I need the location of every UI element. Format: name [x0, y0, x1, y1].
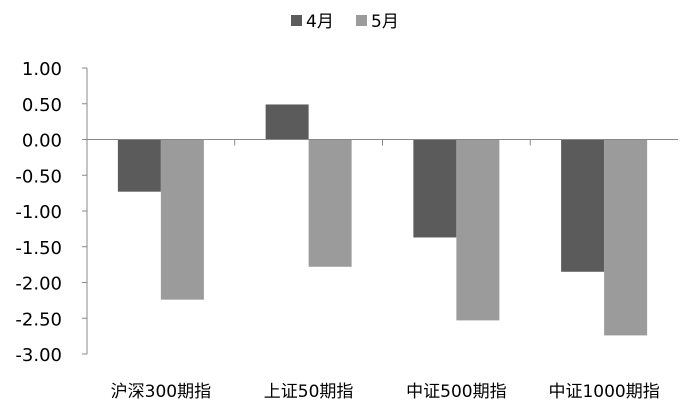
y-tick-label: -0.50: [15, 166, 62, 187]
x-tick-label: 中证500期指: [406, 382, 506, 402]
y-tick-label: -1.50: [15, 238, 62, 259]
bar-4月-沪深300期指: [117, 139, 161, 192]
bar-4月-上证50期指: [265, 104, 309, 140]
bar-4月-中证1000期指: [561, 139, 605, 272]
x-tick-label: 上证50期指: [264, 382, 354, 402]
legend-label: 4月: [306, 12, 334, 32]
y-tick-label: 0.00: [22, 131, 62, 152]
y-tick-label: 0.50: [22, 95, 62, 116]
bar-5月-沪深300期指: [160, 139, 204, 300]
x-tick-label: 中证1000期指: [548, 382, 659, 402]
bar-5月-中证1000期指: [604, 139, 648, 336]
bar-5月-上证50期指: [308, 139, 352, 267]
y-tick-label: -2.50: [15, 309, 62, 330]
y-tick-label: 1.00: [22, 59, 62, 80]
bar-5月-中证500期指: [456, 139, 500, 321]
legend-swatch: [356, 15, 367, 26]
y-tick-label: -2.00: [15, 274, 62, 295]
x-tick-label: 沪深300期指: [111, 382, 211, 402]
legend-swatch: [291, 15, 302, 26]
legend-label: 5月: [371, 12, 399, 32]
y-tick-label: -1.00: [15, 202, 62, 223]
y-tick-label: -3.00: [15, 345, 62, 366]
bar-4月-中证500期指: [413, 139, 457, 238]
